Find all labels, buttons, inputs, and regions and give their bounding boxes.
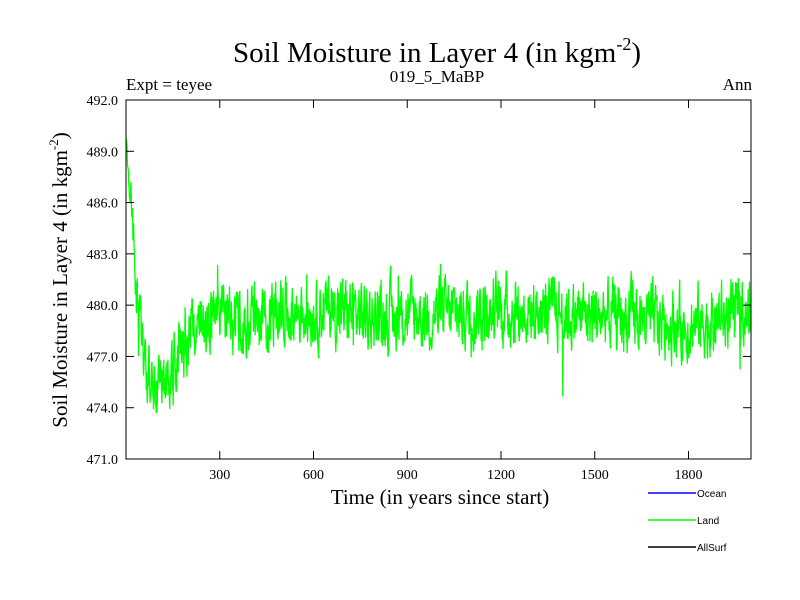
experiment-label: Expt = teyee	[126, 75, 212, 94]
series-line-land	[125, 138, 752, 413]
x-tick-label: 1200	[487, 468, 515, 483]
y-tick-label: 474.0	[87, 402, 119, 417]
x-tick-label: 1500	[581, 468, 609, 483]
chart-title: Soil Moisture in Layer 4 (in kgm-2)	[233, 34, 641, 69]
y-axis-label: Soil Moisture in Layer 4 (in kgm-2)	[46, 132, 72, 427]
x-tick-label: 900	[397, 468, 418, 483]
legend-label-allsurf: AllSurf	[697, 543, 727, 554]
y-tick-label: 471.0	[87, 453, 119, 468]
period-label: 019_5_MaBP	[390, 67, 484, 86]
x-tick-label: 600	[303, 468, 324, 483]
plot-frame	[125, 99, 752, 460]
y-tick-label: 483.0	[87, 248, 119, 263]
y-tick-label: 477.0	[87, 350, 119, 365]
ticks-layer: 471.0 474.0 477.0 480.0 483.0 486.0 489.0 492.0…	[87, 94, 751, 483]
x-tick-label: 300	[209, 468, 230, 483]
x-tick-label: 1800	[675, 468, 703, 483]
y-tick-label: 480.0	[87, 299, 119, 314]
series-layer	[125, 138, 752, 413]
legend-label-land: Land	[697, 516, 719, 527]
y-tick-label: 489.0	[87, 145, 119, 160]
x-axis-label: Time (in years since start)	[331, 485, 550, 509]
legend-label-ocean: Ocean	[697, 489, 726, 500]
legend: Ocean Land AllSurf	[648, 489, 727, 554]
season-label: Ann	[723, 75, 753, 94]
y-tick-label: 492.0	[87, 94, 119, 109]
y-tick-label: 486.0	[87, 197, 119, 212]
